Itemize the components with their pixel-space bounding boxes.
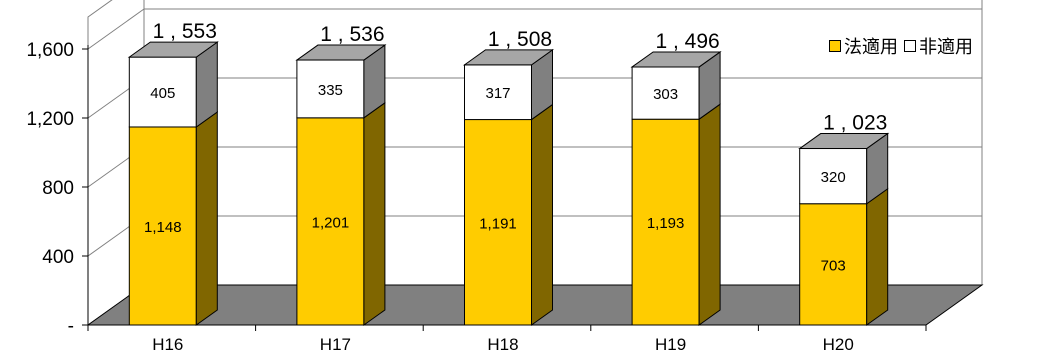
bar-top-h20 [798, 133, 890, 150]
x-tick-label-h19: H19 [655, 335, 686, 354]
bars [127, 41, 890, 326]
x-tick-label-h17: H17 [320, 335, 351, 354]
bar-top-h18 [462, 49, 555, 66]
legend-label-hi-tekiyou: 非適用 [919, 37, 973, 58]
bar-side-h16-hou-tekiyou [195, 110, 218, 326]
bar-h20-hi-tekiyou [799, 148, 868, 205]
bar-top-h19 [630, 51, 722, 68]
gridline-side [87, 8, 145, 50]
y-tick-label: 800 [42, 178, 74, 199]
bar-side-h18-hou-tekiyou [531, 103, 553, 326]
x-tick-label-h20: H20 [823, 335, 854, 354]
data-labels: 1,148 405 1 , 553 1,201 335 1 , 536 1,191 317 1 … [144, 20, 887, 274]
legend-swatch-hou-tekiyou [829, 40, 841, 52]
bar-h16-hou-tekiyou [128, 126, 197, 326]
legend-item-hou-tekiyou: 法適用 [829, 33, 898, 59]
bar-side-h20-hou-tekiyou [866, 187, 889, 326]
total-label-h20: 1 , 023 [823, 112, 887, 135]
label-h19-hi-tekiyou: 303 [653, 86, 678, 103]
total-label-h16: 1 , 553 [153, 20, 217, 43]
legend-label-hou-tekiyou: 法適用 [844, 37, 898, 58]
y-tick-label: - [68, 316, 74, 337]
label-h17-hi-tekiyou: 335 [318, 82, 343, 99]
bar-h18-hou-tekiyou [464, 119, 532, 326]
label-h16-hou-tekiyou: 1,148 [144, 219, 182, 236]
bar-h16-hi-tekiyou [128, 56, 197, 128]
legend-swatch-hi-tekiyou [904, 40, 916, 52]
y-tick-label: 400 [42, 247, 74, 268]
total-label-h18: 1 , 508 [488, 28, 552, 51]
bar-h17-hou-tekiyou [296, 117, 365, 326]
bar-side-h19-hou-tekiyou [698, 103, 721, 326]
y-axis: - 400 800 1,200 1,600 [26, 40, 89, 337]
x-tick-label-h16: H16 [152, 335, 183, 354]
bar-top-h17 [295, 44, 387, 61]
label-h19-hou-tekiyou: 1,193 [647, 215, 685, 232]
bar-h18-hi-tekiyou [464, 64, 532, 121]
y-tick-label: 1,200 [26, 109, 74, 130]
legend: 法適用 非適用 [829, 33, 979, 59]
label-h20-hou-tekiyou: 703 [821, 257, 846, 274]
bar-top-h16 [127, 41, 219, 58]
label-h20-hi-tekiyou: 320 [821, 169, 846, 186]
label-h18-hi-tekiyou: 317 [485, 85, 510, 102]
y-tick-label: 1,600 [26, 40, 74, 61]
bar-h20-hou-tekiyou [799, 203, 868, 326]
legend-item-hi-tekiyou: 非適用 [904, 33, 973, 59]
bar-h19-hou-tekiyou [631, 118, 700, 326]
bar-h19-hi-tekiyou [631, 66, 700, 120]
x-tick-label-h18: H18 [487, 335, 518, 354]
total-label-h19: 1 , 496 [655, 30, 719, 53]
bar-side-h17-hou-tekiyou [363, 101, 386, 326]
total-label-h17: 1 , 536 [320, 23, 384, 46]
label-h16-hi-tekiyou: 405 [150, 85, 175, 102]
label-h18-hou-tekiyou: 1,191 [479, 215, 517, 232]
label-h17-hou-tekiyou: 1,201 [312, 214, 350, 231]
x-axis: H16 H17 H18 H19 H20 [87, 324, 927, 354]
